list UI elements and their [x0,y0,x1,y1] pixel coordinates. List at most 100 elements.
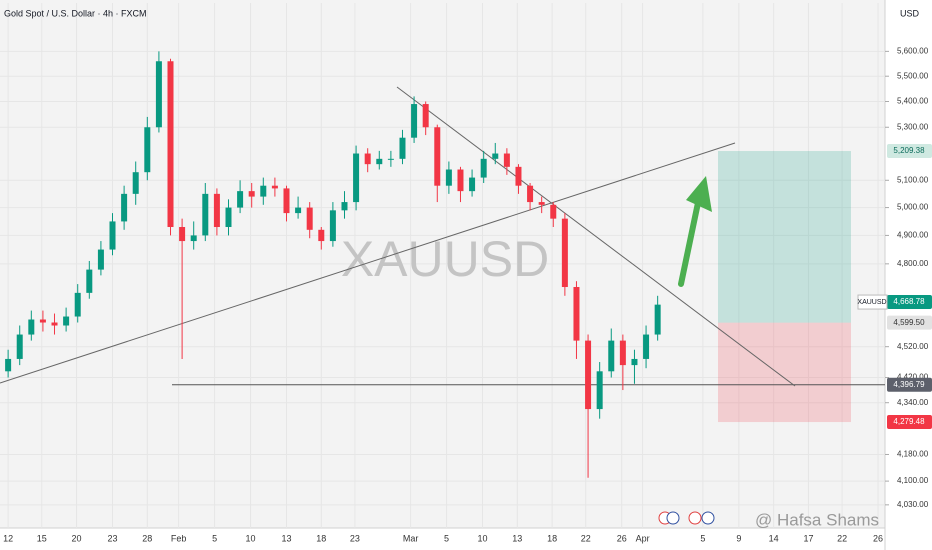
last-price-label-box [887,295,932,310]
x-tick-label: 23 [108,533,118,543]
x-tick-label: Apr [636,533,650,543]
candle-body [573,287,580,341]
candle-body [538,202,545,205]
stop-label: 4,279.48 [893,417,925,426]
candle-body [74,292,81,317]
x-tick-label: 5 [444,533,449,543]
candle-body [341,202,348,211]
candle-body [16,334,23,359]
candle-body [109,221,116,250]
descending-trendline [396,86,796,387]
candle-body [422,104,429,128]
candle-body [318,229,325,242]
x-tick-label: 9 [736,533,741,543]
candle-body [248,191,255,197]
chart-title: Gold Spot / U.S. Dollar · 4h · FXCM [4,8,147,18]
candle-body [445,169,452,186]
y-tick-label: 4,340.00 [897,398,929,407]
candle-body [527,185,534,203]
up-arrow [678,176,712,287]
candle-body [480,158,487,178]
candle-body [492,153,499,159]
entry-label-box [887,315,932,330]
x-tick-label: 22 [837,533,847,543]
x-tick-label: Feb [171,533,187,543]
x-tick-label: 17 [803,533,813,543]
x-tick-label: 10 [246,533,256,543]
target-zone [718,151,851,323]
x-tick-label: 12 [3,533,13,543]
y-tick-label: 5,500.00 [897,71,929,80]
symbol-label-box [857,294,888,310]
x-tick-label: 14 [769,533,779,543]
candle-body [387,158,394,160]
candle-body [654,304,661,335]
target-label: 5,209.38 [893,146,925,155]
candle-body [364,153,371,165]
candle-body [353,153,360,203]
candle-body [260,185,267,197]
entry-label: 4,599.50 [893,318,925,327]
candle-body [144,127,151,173]
candle-body [631,358,638,366]
x-tick-label: 5 [212,533,217,543]
candle-body [619,340,626,366]
y-tick-label: 5,000.00 [897,203,929,212]
candle-body [329,210,336,242]
candle-body [399,137,406,159]
candle-body [97,249,104,270]
candle-body [457,169,464,192]
y-tick-label: 4,900.00 [897,231,929,240]
y-tick-label: 4,520.00 [897,342,929,351]
candle-body [561,218,568,288]
candle-body [202,193,209,236]
flag-icons [658,511,715,525]
price-axis-background [885,0,932,550]
candle-body [167,61,174,228]
candle-body [434,127,441,186]
candle-body [515,166,522,186]
candle-body [225,207,232,228]
x-tick-label: 5 [700,533,705,543]
candle-body [306,207,313,230]
last-price-label: 4,668.78 [893,297,925,306]
grid [0,3,885,528]
stop-label-box [887,415,932,430]
candle-body [550,204,557,219]
candle-body [132,172,139,194]
flag-icon [688,511,702,525]
axes: 5,600.00 5,500.00 5,400.00 5,300.00 5,100.00… [3,46,932,543]
x-tick-label: 23 [350,533,360,543]
target-label-box [887,144,932,159]
candle-body [179,227,186,242]
candle-body [503,153,510,167]
y-tick-label: 4,180.00 [897,450,929,459]
x-tick-label: 18 [316,533,326,543]
arrow-head [686,176,712,212]
candle-body [643,334,650,359]
y-tick-label: 5,100.00 [897,175,929,184]
x-tick-label: 20 [72,533,82,543]
flag-icon [666,511,680,525]
candle-body [51,322,58,326]
x-tick-label: 28 [142,533,152,543]
candle-body [213,193,220,228]
candle-body [190,235,197,242]
candle-body [376,158,383,165]
candle-body [585,340,592,410]
candle-body [121,193,128,222]
candle-body [86,269,93,293]
x-tick-label: 15 [37,533,47,543]
position-boxes [172,151,885,423]
y-tick-label: 4,100.00 [897,476,929,485]
candles [5,51,661,478]
y-tick-label: 4,030.00 [897,500,929,509]
time-axis-background [0,528,885,550]
y-tick-label: 5,300.00 [897,122,929,131]
x-tick-label: Mar [403,533,419,543]
stop-zone [718,322,851,423]
candle-body [63,316,70,326]
candle-body [237,191,244,208]
candle-body [271,185,278,189]
flag-icon [701,511,715,525]
